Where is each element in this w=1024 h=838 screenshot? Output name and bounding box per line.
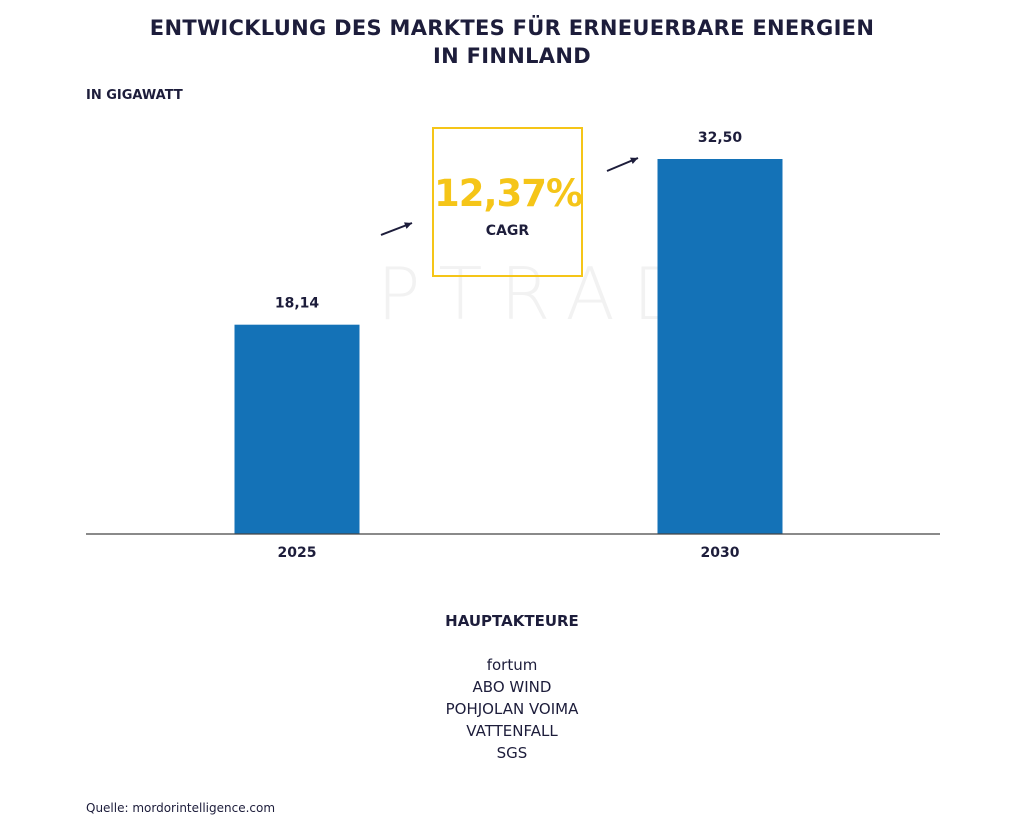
source-note: Quelle: mordorintelligence.com <box>86 801 276 815</box>
chart-title-line-1: ENTWICKLUNG DES MARKTES FÜR ERNEUERBARE … <box>149 16 875 40</box>
trend-arrow-icon <box>606 157 639 172</box>
cagr-label: CAGR <box>485 223 530 239</box>
bar-chart: 18,14 2025 32,50 2030 <box>86 130 940 561</box>
player-item: fortum <box>486 656 538 674</box>
trend-arrow-icon <box>380 222 413 236</box>
player-item: ABO WIND <box>472 678 552 696</box>
player-item: VATTENFALL <box>466 722 558 740</box>
cagr-value: 12,37% <box>434 172 583 215</box>
chart-title: ENTWICKLUNG DES MARKTES FÜR ERNEUERBARE … <box>0 14 1024 70</box>
unit-label: IN GIGAWATT <box>86 88 183 103</box>
x-tick-label-2030: 2030 <box>701 545 740 561</box>
cagr-box: 12,37% CAGR <box>432 127 583 277</box>
key-players: HAUPTAKTEURE fortum ABO WIND POHJOLAN VO… <box>0 612 1024 764</box>
chart-title-line-2: IN FINNLAND <box>433 44 591 68</box>
bar-2030 <box>657 159 783 534</box>
watermark: PTRAD <box>377 252 707 336</box>
x-tick-label-2025: 2025 <box>278 545 317 561</box>
key-players-heading: HAUPTAKTEURE <box>445 612 579 630</box>
data-label-2030: 32,50 <box>698 130 743 146</box>
bar-2025 <box>234 324 360 534</box>
player-item: POHJOLAN VOIMA <box>445 700 579 718</box>
player-item: SGS <box>496 744 528 762</box>
data-label-2025: 18,14 <box>275 296 320 312</box>
